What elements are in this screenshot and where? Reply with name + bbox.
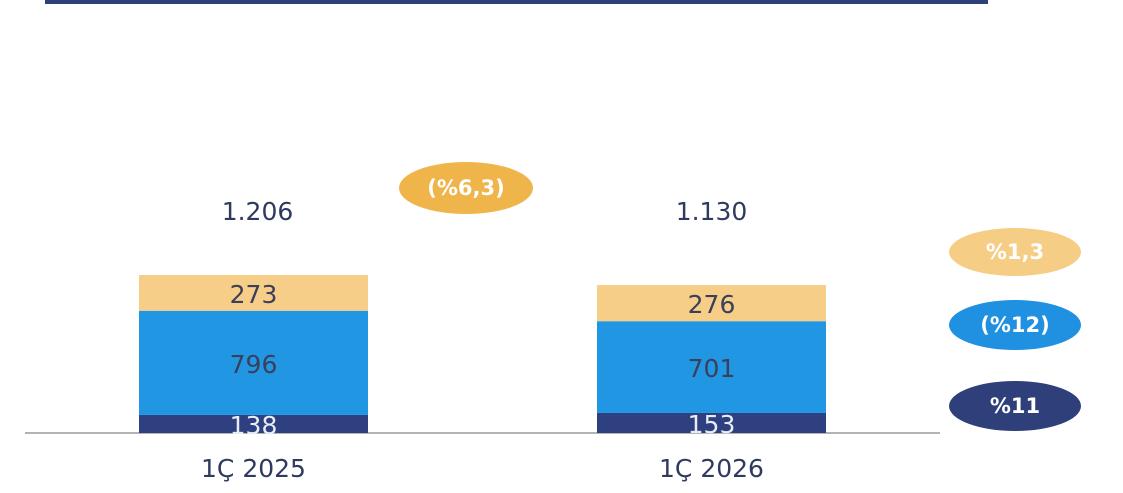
bar-segment: [597, 412, 826, 433]
segment-label: 276: [688, 290, 736, 319]
change-badge: [949, 300, 1081, 350]
bar-segment: [139, 414, 368, 433]
segment-label: 153: [688, 410, 736, 439]
change-badge-label: %1,3: [986, 240, 1044, 264]
change-badge-label: %11: [990, 394, 1040, 418]
category-label: 1Ç 2026: [659, 454, 764, 483]
change-badge: [949, 381, 1081, 431]
segment-label: 796: [230, 350, 278, 379]
segment-label: 273: [230, 280, 278, 309]
bar-segment: [597, 321, 826, 413]
change-badge-label: (%12): [980, 313, 1049, 337]
change-badge: [949, 228, 1081, 276]
total-label: 1.130: [676, 197, 748, 226]
category-label: 1Ç 2025: [201, 454, 306, 483]
segment-label: 138: [230, 411, 278, 440]
change-badge: [399, 162, 533, 214]
header-rule: [45, 0, 988, 4]
change-badge-label: (%6,3): [427, 176, 504, 200]
segment-label: 701: [688, 354, 736, 383]
bar-segment: [139, 275, 368, 311]
bar-segment: [597, 285, 826, 322]
bar-segment: [139, 310, 368, 415]
total-label: 1.206: [222, 197, 294, 226]
